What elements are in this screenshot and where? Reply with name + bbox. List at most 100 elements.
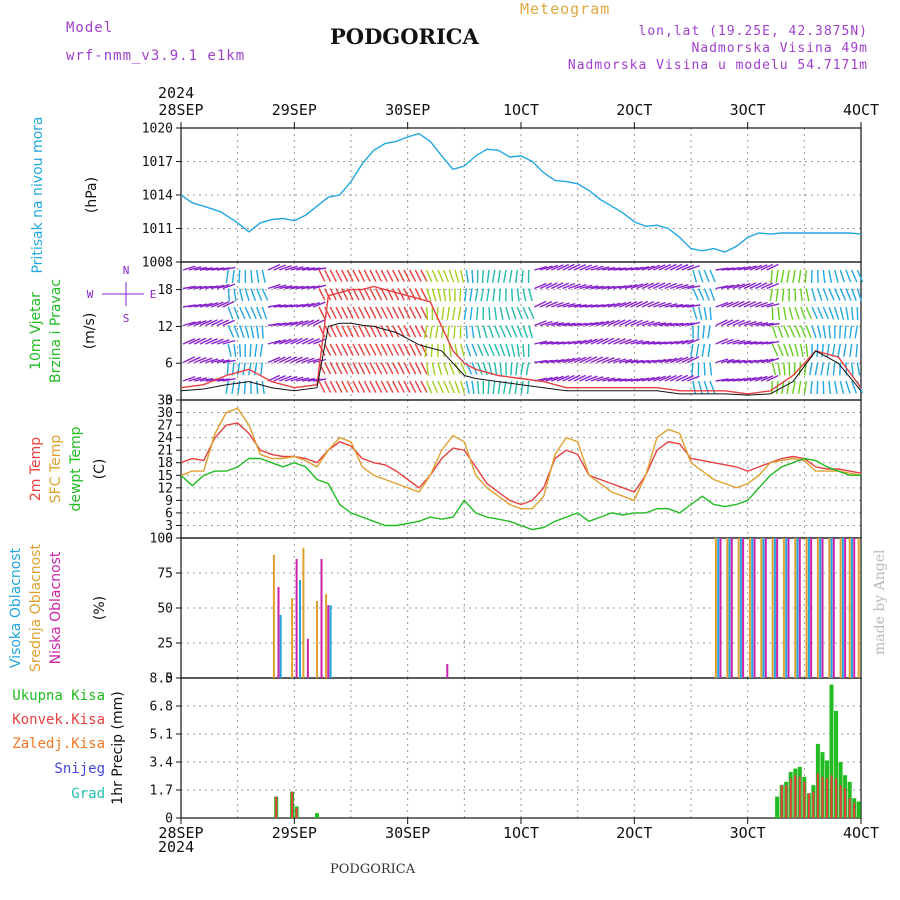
wind-arrow <box>236 362 241 376</box>
wind-arrow <box>375 269 383 282</box>
wind-arrow <box>335 343 343 356</box>
y-tick-label: 12 <box>157 320 173 335</box>
wind-arrow <box>737 300 751 308</box>
wind-arrow <box>811 288 816 302</box>
cloud-low-bar <box>277 587 280 678</box>
compass-south: S <box>123 312 130 325</box>
wind-arrow <box>832 362 836 376</box>
wind-arrow <box>205 358 219 364</box>
wind-arrow <box>669 263 683 271</box>
wind-arrow <box>225 380 229 394</box>
wind-arrow <box>783 343 789 357</box>
wind-arrow <box>369 288 377 301</box>
wind-arrow <box>341 306 349 319</box>
wind-arrow <box>403 362 411 375</box>
wind-arrow <box>216 378 230 382</box>
wind-arrow <box>301 267 315 271</box>
precip-conv-bar <box>830 775 833 818</box>
wind-arrow <box>222 359 236 364</box>
wind-arrow <box>216 267 230 271</box>
wind-arrow <box>771 380 773 395</box>
wind-arrow <box>573 339 587 345</box>
wind-arrow <box>636 377 650 382</box>
wind-arrow <box>335 306 343 319</box>
wind-arrow <box>703 288 710 301</box>
wind-arrow <box>783 306 787 320</box>
wind-arrow <box>313 378 327 382</box>
wind-arrow <box>613 285 627 290</box>
wind-arrow <box>290 303 304 308</box>
wind-arrow <box>380 380 388 393</box>
wind-arrow <box>499 325 507 338</box>
y-tick-label: 1008 <box>142 256 173 271</box>
wind-arrow <box>701 343 705 357</box>
wind-arrow <box>211 338 224 345</box>
wind-arrow <box>279 304 293 308</box>
wind-arrow <box>653 264 666 271</box>
y-tick-label: 5.1 <box>150 728 173 743</box>
wind-arrow <box>545 282 558 290</box>
wind-arrow <box>499 306 504 320</box>
wind-arrow <box>585 304 599 308</box>
wind-arrow <box>486 288 490 302</box>
wind-arrow <box>766 340 780 345</box>
wind-arrow <box>562 374 575 382</box>
wind-arrow <box>199 357 213 364</box>
wind-arrow <box>392 343 400 356</box>
wind-arrow <box>777 325 784 338</box>
wind-arrow <box>590 265 604 271</box>
wind-arrow <box>715 285 729 290</box>
wind-arrow <box>477 325 481 339</box>
cloud-low-bar <box>844 538 847 678</box>
wind-arrow <box>238 269 241 284</box>
wind-arrow <box>199 285 213 290</box>
wind-arrow <box>776 380 779 394</box>
y-tick-label: 1017 <box>142 155 173 170</box>
wind-arrow <box>520 362 524 376</box>
wind-arrow <box>443 269 450 283</box>
x-tick-label-bottom: 4OCT <box>843 824 879 842</box>
wind-arrow <box>279 285 293 290</box>
y-tick-label: 6 <box>165 357 173 372</box>
wind-arrow <box>409 343 417 356</box>
wind-arrow <box>771 362 777 376</box>
wind-arrow <box>800 306 807 320</box>
wind-arrow <box>414 343 422 356</box>
wind-arrow <box>675 339 689 345</box>
wind-arrow <box>613 378 627 382</box>
wind-arrow <box>630 359 644 364</box>
wind-arrow <box>414 306 422 319</box>
wind-arrow <box>426 288 432 302</box>
wind-arrow <box>380 325 388 338</box>
wind-arrow <box>786 380 790 394</box>
wind-arrow <box>508 269 513 283</box>
wind-arrow <box>403 306 411 319</box>
wind-arrow <box>602 357 615 364</box>
wind-arrow <box>324 362 332 375</box>
wind-arrow <box>794 325 801 338</box>
wind-arrow <box>324 306 332 319</box>
wind-arrow <box>845 306 849 320</box>
wind-arrow <box>244 288 250 302</box>
wind-arrow <box>443 288 447 302</box>
wind-arrow <box>766 322 780 327</box>
wind-arrow <box>301 319 315 327</box>
page-title: PODGORICA <box>330 24 479 49</box>
wind-arrow <box>346 362 354 375</box>
wind-arrow <box>856 269 864 283</box>
wind-arrow <box>826 362 830 376</box>
wind-arrow <box>607 377 621 382</box>
wind-arrow <box>849 325 853 339</box>
compass-east: E <box>150 288 157 301</box>
wind-arrow <box>380 269 388 282</box>
wind-arrow <box>539 341 553 345</box>
precip-conv-bar <box>835 778 838 818</box>
wind-arrow <box>839 306 845 320</box>
wind-arrow <box>443 380 450 394</box>
wind-arrow <box>447 325 450 339</box>
wind-arrow <box>487 380 490 395</box>
wind-arrow <box>476 306 479 321</box>
wind-arrow <box>284 304 298 308</box>
wind-arrow <box>194 377 208 382</box>
y-tick-label: 3 <box>165 519 173 534</box>
